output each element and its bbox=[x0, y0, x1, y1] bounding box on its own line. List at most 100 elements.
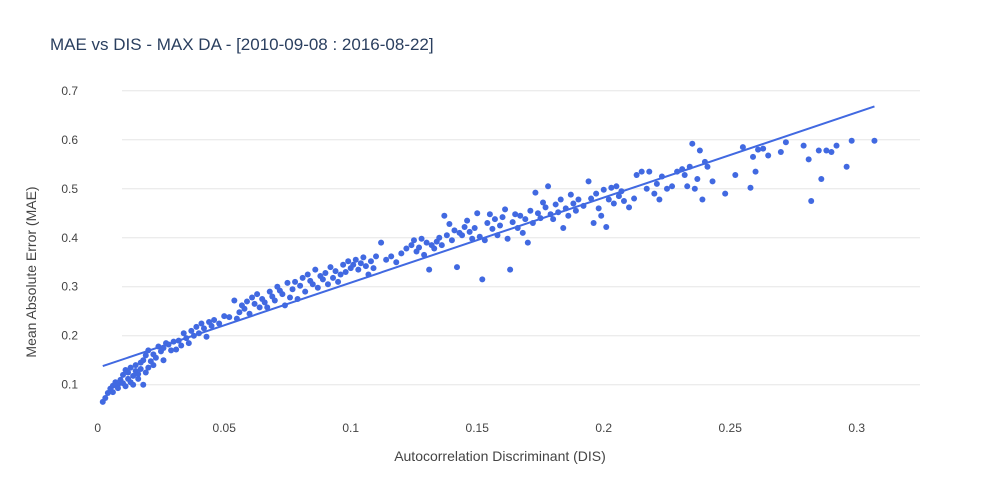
scatter-point bbox=[302, 288, 309, 295]
scatter-point bbox=[168, 347, 175, 354]
y-tick-label: 0.2 bbox=[61, 329, 78, 343]
scatter-point bbox=[552, 201, 559, 208]
scatter-point bbox=[557, 196, 564, 203]
scatter-point bbox=[132, 362, 139, 369]
scatter-point bbox=[284, 279, 291, 286]
scatter-point bbox=[261, 299, 268, 306]
scatter-point bbox=[431, 245, 438, 252]
scatter-point bbox=[453, 264, 460, 271]
scatter-point bbox=[120, 371, 127, 378]
scatter-point bbox=[491, 216, 498, 223]
scatter-point bbox=[615, 193, 622, 200]
scatter-point bbox=[451, 227, 458, 234]
scatter-point bbox=[142, 369, 149, 376]
scatter-point bbox=[542, 204, 549, 211]
scatter-point bbox=[109, 389, 116, 396]
scatter-point bbox=[340, 261, 347, 268]
x-tick-label: 0.1 bbox=[342, 421, 359, 435]
scatter-point bbox=[588, 195, 595, 202]
scatter-point bbox=[173, 346, 180, 353]
scatter-point bbox=[408, 242, 415, 249]
scatter-point bbox=[335, 278, 342, 285]
scatter-point bbox=[752, 168, 759, 175]
scatter-point bbox=[527, 207, 534, 214]
scatter-point bbox=[337, 271, 344, 278]
scatter-point bbox=[200, 325, 207, 332]
scatter-point bbox=[709, 178, 716, 185]
scatter-point bbox=[312, 266, 319, 273]
scatter-point bbox=[818, 175, 825, 182]
scatter-point bbox=[497, 222, 503, 229]
y-tick-label: 0.3 bbox=[61, 280, 78, 294]
scatter-point bbox=[608, 184, 615, 191]
y-tick-labels: 0.1 0.2 0.3 0.4 0.5 0.6 0.7 bbox=[61, 84, 78, 392]
scatter-point bbox=[330, 274, 337, 281]
scatter-point bbox=[221, 313, 228, 320]
scatter-point bbox=[545, 183, 552, 190]
scatter-point bbox=[848, 137, 855, 144]
scatter-point bbox=[350, 261, 357, 268]
scatter-point bbox=[805, 156, 812, 163]
scatter-point bbox=[484, 220, 491, 227]
scatter-point bbox=[509, 219, 516, 226]
scatter-point bbox=[241, 305, 248, 312]
scatter-point bbox=[653, 180, 660, 187]
scatter-point bbox=[722, 190, 729, 197]
scatter-point bbox=[423, 239, 430, 246]
scatter-point bbox=[459, 232, 466, 239]
scatter-point bbox=[643, 185, 650, 192]
regression-line bbox=[102, 105, 875, 368]
scatter-point bbox=[357, 260, 364, 267]
scatter-point bbox=[314, 284, 321, 291]
scatter-point bbox=[441, 212, 448, 219]
scatter-point bbox=[613, 183, 620, 190]
scatter-point bbox=[633, 172, 640, 179]
x-tick-label: 0.05 bbox=[213, 421, 237, 435]
scatter-point bbox=[322, 270, 329, 277]
scatter-point bbox=[160, 357, 167, 364]
scatter-point bbox=[732, 172, 739, 179]
scatter-point bbox=[188, 327, 195, 334]
scatter-point bbox=[178, 342, 185, 349]
scatter-point bbox=[393, 259, 400, 266]
scatter-point bbox=[461, 223, 468, 230]
scatter-point bbox=[519, 229, 526, 236]
scatter-point bbox=[135, 375, 142, 382]
scatter-point bbox=[656, 196, 663, 203]
scatter-point bbox=[266, 288, 273, 295]
scatter-point bbox=[646, 168, 653, 175]
x-tick-labels: 0 0.05 0.1 0.15 0.2 0.25 0.3 bbox=[94, 421, 865, 435]
scatter-point bbox=[464, 217, 471, 224]
scatter-point bbox=[342, 269, 349, 276]
scatter-point bbox=[249, 294, 256, 301]
scatter-point bbox=[512, 211, 519, 218]
scatter-point bbox=[231, 297, 238, 304]
scatter-point bbox=[466, 228, 473, 235]
scatter-point bbox=[585, 178, 592, 185]
scatter-point bbox=[137, 366, 144, 373]
scatter-point bbox=[436, 234, 443, 241]
scatter-point bbox=[815, 147, 822, 154]
scatter-point bbox=[410, 237, 417, 244]
scatter-point bbox=[681, 172, 688, 179]
scatter-point bbox=[140, 381, 147, 388]
scatter-point bbox=[550, 216, 557, 223]
scatter-point bbox=[595, 205, 602, 212]
scatter-point bbox=[446, 221, 453, 228]
scatter-point bbox=[691, 185, 698, 192]
scatter-point bbox=[198, 320, 205, 327]
scatter-point bbox=[522, 216, 529, 223]
scatter-point bbox=[327, 264, 334, 271]
scatter-point bbox=[114, 385, 121, 392]
scatter-point bbox=[610, 200, 617, 207]
scatter-point bbox=[760, 145, 767, 152]
scatter-point bbox=[694, 175, 701, 182]
scatter-point bbox=[532, 189, 539, 196]
scatter-point bbox=[499, 214, 506, 221]
scatter-point bbox=[517, 212, 524, 219]
scatter-point bbox=[211, 317, 218, 324]
scatter-point bbox=[226, 314, 233, 321]
scatter-point bbox=[352, 256, 359, 263]
scatter-point bbox=[203, 333, 210, 340]
scatter-point bbox=[565, 212, 572, 219]
